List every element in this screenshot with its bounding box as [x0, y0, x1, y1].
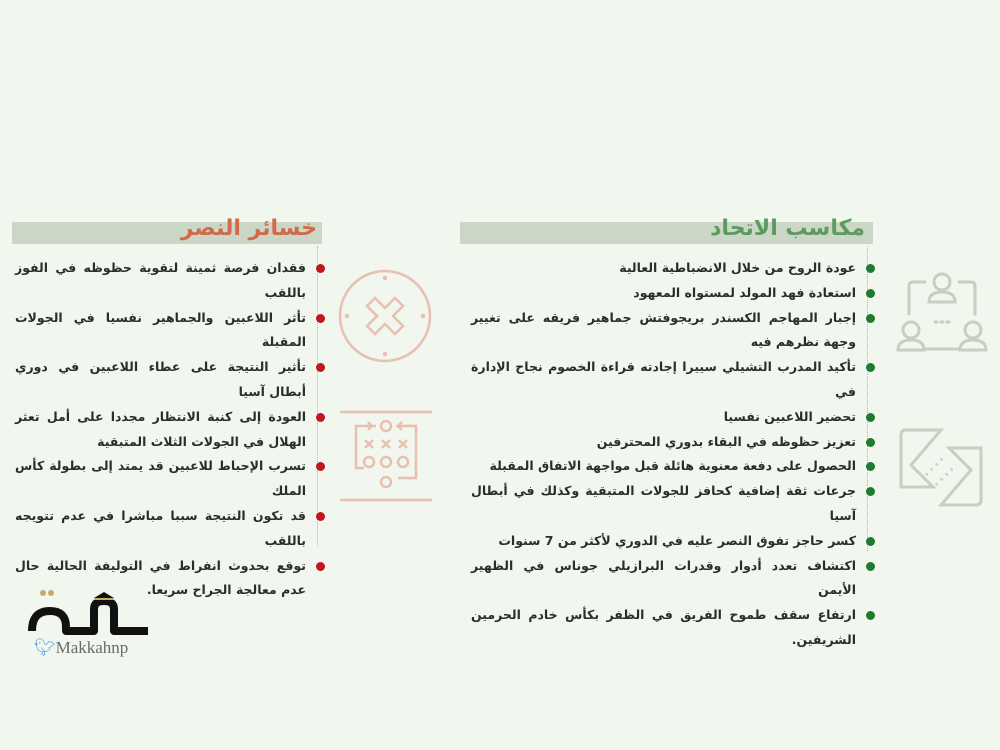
bullet-icon	[316, 363, 325, 373]
bullet-icon	[316, 561, 325, 571]
list-item: جرعات ثقة إضافية كحافز للجولات المتبقية …	[471, 479, 875, 529]
list-item: تأثر اللاعبين والجماهير نفسيا في الجولات…	[15, 306, 325, 356]
list-item: قد تكون النتيجة سببا مباشرا في عدم تتويج…	[15, 504, 325, 554]
bullet-icon	[866, 437, 875, 447]
list-item: العودة إلى كنبة الانتظار مجددا على أمل ت…	[15, 405, 325, 455]
bullet-icon	[866, 536, 875, 546]
twitter-bird-icon: 🐦︎	[34, 638, 56, 657]
list-item-text: فقدان فرصة ثمينة لتقوية حظوظه في الفوز ب…	[15, 260, 306, 300]
bullet-icon	[316, 264, 325, 273]
bullet-icon	[316, 462, 325, 472]
bullet-icon	[866, 462, 875, 472]
makkah-logo	[28, 586, 152, 638]
gains-title: مكاسب الاتحاد	[710, 216, 865, 241]
list-item: تحضير اللاعبين نفسيا	[471, 405, 875, 430]
list-item: كسر حاجز تفوق النصر عليه في الدوري لأكثر…	[471, 529, 875, 554]
losses-header-bar	[12, 222, 322, 244]
list-item-text: توقع بحدوث انفراط في التوليفة الحالية حا…	[15, 557, 306, 598]
list-item: عودة الروح من خلال الانضباطية العالية	[471, 256, 875, 281]
bullet-icon	[866, 313, 875, 323]
people-network-icon	[896, 272, 988, 352]
list-item: فقدان فرصة ثمينة لتقوية حظوظه في الفوز ب…	[15, 256, 325, 306]
losses-title: خسائر النصر	[180, 216, 317, 241]
list-item: استعادة فهد المولد لمستواه المعهود	[471, 281, 875, 306]
losses-divider	[317, 246, 318, 546]
bullet-icon	[316, 412, 325, 422]
gains-list: عودة الروح من خلال الانضباطية العالية است…	[471, 256, 875, 653]
losses-list: فقدان فرصة ثمينة لتقوية حظوظه في الفوز ب…	[15, 256, 325, 604]
list-item-text: العودة إلى كنبة الانتظار مجددا على أمل ت…	[15, 408, 306, 449]
strategy-arrows-icon	[899, 428, 983, 507]
list-item-text: تأثير النتيجة على عطاء اللاعبين في دوري …	[15, 359, 306, 399]
bullet-icon	[316, 313, 325, 323]
bullet-icon	[316, 511, 325, 521]
bullet-icon	[866, 264, 875, 273]
list-item-text: تأثر اللاعبين والجماهير نفسيا في الجولات…	[15, 309, 306, 350]
list-item-text: قد تكون النتيجة سببا مباشرا في عدم تتويج…	[15, 507, 306, 548]
list-item-text: تسرب الإحباط للاعبين قد يمتد إلى بطولة ك…	[15, 458, 306, 499]
list-item: ارتفاع سقف طموح الفريق في الظفر بكأس خاد…	[471, 603, 875, 653]
list-item: اكتشاف تعدد أدوار وقدرات البرازيلي جوناس…	[471, 554, 875, 604]
list-item-text: تعزيز حظوظه في البقاء بدوري المحترفين	[596, 433, 856, 449]
list-item-text: اكتشاف تعدد أدوار وقدرات البرازيلي جوناس…	[471, 557, 856, 598]
tactics-board-icon	[340, 410, 432, 502]
list-item-text: إجبار المهاجم الكسندر بريجوفتش جماهير فر…	[471, 309, 856, 350]
list-item: تسرب الإحباط للاعبين قد يمتد إلى بطولة ك…	[15, 454, 325, 504]
list-item-text: تأكيد المدرب التشيلي سييرا إجادته قراءة …	[471, 359, 856, 399]
list-item-text: تحضير اللاعبين نفسيا	[723, 408, 856, 424]
cancel-x-circle-icon	[338, 269, 432, 363]
list-item-text: كسر حاجز تفوق النصر عليه في الدوري لأكثر…	[498, 532, 856, 548]
list-item: تعزيز حظوظه في البقاء بدوري المحترفين	[471, 430, 875, 455]
list-item-text: عودة الروح من خلال الانضباطية العالية	[619, 260, 856, 275]
gains-header-bar	[460, 222, 873, 244]
list-item: تأثير النتيجة على عطاء اللاعبين في دوري …	[15, 355, 325, 405]
list-item: تأكيد المدرب التشيلي سييرا إجادته قراءة …	[471, 355, 875, 405]
list-item-text: الحصول على دفعة معنوية هائلة قبل مواجهة …	[489, 458, 856, 474]
list-item: توقع بحدوث انفراط في التوليفة الحالية حا…	[15, 554, 325, 604]
list-item: الحصول على دفعة معنوية هائلة قبل مواجهة …	[471, 454, 875, 479]
makkah-logo-mark	[28, 590, 148, 635]
twitter-handle-text: Makkahnp	[55, 638, 129, 657]
bullet-icon	[866, 487, 875, 497]
bullet-icon	[866, 363, 875, 373]
list-item-text: جرعات ثقة إضافية كحافز للجولات المتبقية …	[471, 483, 856, 523]
bullet-icon	[866, 288, 875, 298]
bullet-icon	[866, 611, 875, 621]
gains-divider	[867, 246, 868, 551]
bullet-icon	[866, 561, 875, 571]
bullet-icon	[866, 412, 875, 422]
list-item-text: استعادة فهد المولد لمستواه المعهود	[633, 284, 856, 300]
twitter-handle[interactable]: 🐦︎Makkahnp	[34, 638, 128, 658]
list-item: إجبار المهاجم الكسندر بريجوفتش جماهير فر…	[471, 306, 875, 356]
list-item-text: ارتفاع سقف طموح الفريق في الظفر بكأس خاد…	[471, 607, 856, 647]
